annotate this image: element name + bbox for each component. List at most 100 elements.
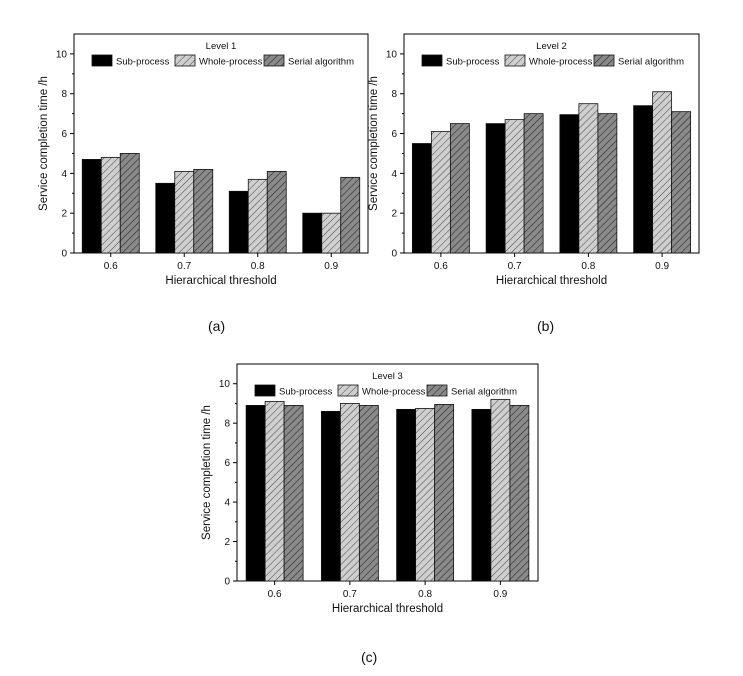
plot-frame: [236, 363, 539, 582]
y-tick-label: 0: [391, 249, 397, 260]
bar-serial-algorithm-0.6: [119, 153, 140, 254]
plot-frame: [403, 33, 700, 254]
x-axis-label: Hierarchical threshold: [332, 603, 443, 615]
x-tick-label: 0.6: [104, 261, 118, 272]
bar-sub-process-0.6: [411, 143, 432, 254]
x-tick-label: 0.9: [655, 261, 669, 272]
y-tick-label: 6: [391, 129, 397, 140]
x-tick-label: 0.9: [324, 261, 338, 272]
legend-label-whole-process: Whole-process: [529, 57, 593, 68]
legend-label-whole-process: Whole-process: [362, 387, 426, 398]
bar-sub-process-0.7: [320, 410, 341, 582]
x-tick-label: 0.7: [343, 589, 357, 600]
y-axis-label: Service completion time /h: [368, 76, 380, 211]
bar-sub-process-0.9: [633, 105, 654, 254]
bar-sub-process-0.8: [559, 114, 580, 254]
y-tick-label: 0: [224, 577, 230, 588]
y-tick-label: 4: [224, 498, 230, 509]
caption-c: (c): [361, 649, 378, 665]
y-tick-label: 8: [391, 89, 397, 100]
legend-title: Level 3: [372, 371, 403, 382]
bar-whole-process-0.6: [264, 401, 285, 582]
y-tick-label: 0: [61, 249, 67, 260]
x-tick-label: 0.6: [434, 261, 448, 272]
y-tick-label: 4: [61, 169, 67, 180]
plot-frame: [73, 33, 369, 254]
bar-serial-algorithm-0.8: [434, 404, 455, 582]
legend-swatch-serial-algorithm: [593, 54, 615, 67]
bar-serial-algorithm-0.6: [283, 405, 304, 582]
bar-whole-process-0.7: [174, 170, 195, 254]
y-tick-label: 6: [61, 129, 67, 140]
bar-serial-algorithm-0.9: [671, 111, 692, 254]
y-tick-label: 2: [61, 209, 67, 220]
bar-serial-algorithm-0.9: [340, 176, 361, 254]
x-tick-label: 0.8: [418, 589, 432, 600]
chart-c: 0.6 0.7 0.8 0.9 0 2 4 6 8 10 Hierarchical threshol…: [201, 363, 539, 615]
bar-whole-process-0.9: [652, 91, 673, 254]
legend-title: Level 1: [206, 41, 237, 52]
legend-label-serial-algorithm: Serial algorithm: [288, 57, 354, 68]
bar-serial-algorithm-0.8: [266, 170, 287, 254]
bar-sub-process-0.9: [471, 408, 492, 582]
bar-whole-process-0.8: [415, 407, 436, 582]
legend-swatch-serial-algorithm: [426, 384, 448, 397]
bar-sub-process-0.8: [228, 190, 249, 254]
bar-whole-process-0.6: [430, 131, 451, 254]
legend-swatch-sub-process: [421, 54, 443, 67]
x-axis-label: Hierarchical threshold: [165, 275, 276, 287]
legend-label-serial-algorithm: Serial algorithm: [618, 57, 684, 68]
chart-b: 0.6 0.7 0.8 0.9 0 2 4 6 8 10 Hierarchical threshol…: [368, 33, 700, 287]
bar-serial-algorithm-0.7: [523, 113, 544, 254]
x-tick-label: 0.6: [268, 589, 282, 600]
caption-a: (a): [208, 318, 226, 334]
y-tick-label: 2: [224, 537, 230, 548]
bar-sub-process-0.8: [396, 408, 417, 582]
bar-serial-algorithm-0.8: [597, 113, 618, 254]
y-tick-label: 6: [224, 458, 230, 469]
y-tick-label: 10: [386, 49, 398, 60]
bar-whole-process-0.7: [504, 119, 525, 254]
bar-sub-process-0.6: [81, 159, 102, 254]
legend-label-serial-algorithm: Serial algorithm: [451, 387, 517, 398]
bar-serial-algorithm-0.7: [193, 168, 214, 254]
legend-swatch-whole-process: [337, 384, 359, 397]
bar-sub-process-0.7: [485, 123, 506, 254]
legend-swatch-serial-algorithm: [263, 54, 285, 67]
y-tick-label: 10: [56, 49, 68, 60]
y-tick-label: 10: [219, 379, 231, 390]
x-tick-label: 0.9: [493, 589, 507, 600]
legend-label-sub-process: Sub-process: [446, 57, 500, 68]
caption-b: (b): [537, 318, 555, 334]
bar-sub-process-0.6: [245, 405, 266, 582]
legend-swatch-sub-process: [254, 384, 276, 397]
legend-swatch-whole-process: [504, 54, 526, 67]
bar-whole-process-0.7: [339, 403, 360, 582]
bar-whole-process-0.6: [100, 157, 121, 254]
x-axis-label: Hierarchical threshold: [496, 275, 607, 287]
y-tick-label: 8: [224, 419, 230, 430]
bar-sub-process-0.9: [302, 212, 323, 254]
bar-serial-algorithm-0.6: [449, 123, 470, 254]
bar-whole-process-0.9: [321, 212, 342, 254]
y-axis-label: Service completion time /h: [201, 405, 213, 540]
legend-swatch-whole-process: [174, 54, 196, 67]
x-tick-label: 0.8: [581, 261, 595, 272]
legend-label-sub-process: Sub-process: [116, 57, 170, 68]
bar-whole-process-0.9: [490, 399, 511, 582]
legend-label-sub-process: Sub-process: [279, 387, 333, 398]
bar-serial-algorithm-0.7: [358, 405, 379, 582]
x-tick-label: 0.8: [251, 261, 265, 272]
bar-sub-process-0.7: [155, 182, 176, 254]
bar-whole-process-0.8: [578, 103, 599, 254]
bar-whole-process-0.8: [247, 178, 268, 254]
y-axis-label: Service completion time /h: [38, 76, 50, 211]
y-tick-label: 4: [391, 169, 397, 180]
legend-label-whole-process: Whole-process: [199, 57, 263, 68]
y-tick-label: 8: [61, 89, 67, 100]
chart-a: 0.6 0.7 0.8 0.9 0 2 4 6 8 10 Hierarchical threshol…: [38, 33, 369, 287]
y-tick-label: 2: [391, 209, 397, 220]
x-tick-label: 0.7: [177, 261, 191, 272]
legend-title: Level 2: [536, 41, 567, 52]
